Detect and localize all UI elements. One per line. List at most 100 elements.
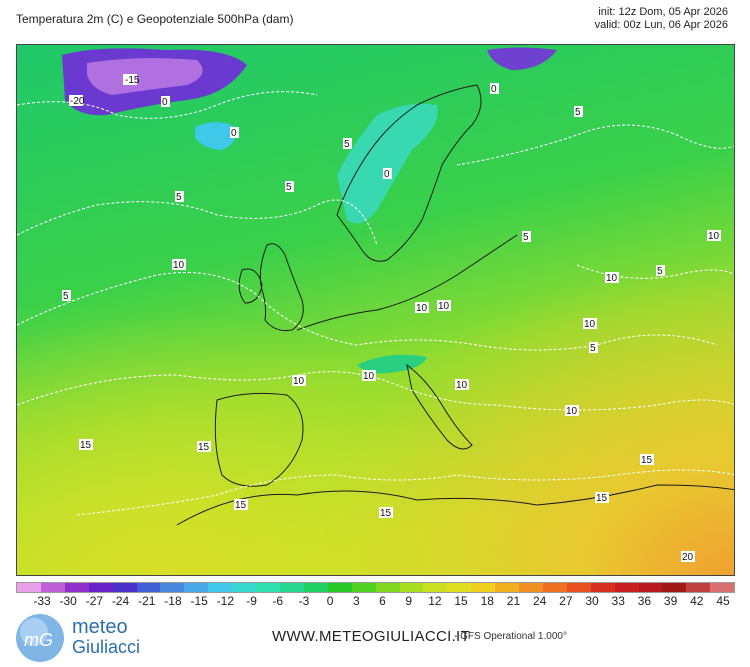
color-scale-label: -21 xyxy=(138,594,156,608)
color-scale-swatch xyxy=(590,583,615,592)
color-scale-label: 15 xyxy=(454,594,468,608)
color-scale-swatch xyxy=(303,583,328,592)
temperature-field: -15 -20 0 0 0 0 5 5 5 5 5 5 5 5 10 10 10… xyxy=(17,45,734,575)
iberia-coastline xyxy=(214,392,304,487)
contour-label: 0 xyxy=(162,97,168,108)
color-scale-label: -12 xyxy=(216,594,235,608)
contour-label: 15 xyxy=(198,442,210,453)
model-name: - GFS Operational 1.000° xyxy=(454,631,567,642)
color-scale-labels: -33 -30 -27 -24 -21 -18 -15 -12 -9 -6 -3 0 3 6 9 12 15 18… xyxy=(16,593,735,608)
color-scale-label: -15 xyxy=(190,594,208,608)
contour-label: 0 xyxy=(231,128,237,139)
contour-label: 10 xyxy=(363,371,375,382)
color-scale-label: 45 xyxy=(716,594,730,608)
scandinavia-cold-area xyxy=(337,103,438,224)
color-scale-swatch xyxy=(423,583,448,592)
color-scale-label: 42 xyxy=(690,594,704,608)
color-scale-label: 0 xyxy=(326,594,334,608)
color-scale-label: -3 xyxy=(298,594,310,608)
greenland-east-cold xyxy=(487,47,557,70)
color-scale-swatch xyxy=(17,583,41,592)
contour-label: 10 xyxy=(293,376,305,387)
color-scale-label: 3 xyxy=(352,594,360,608)
color-scale-swatch xyxy=(256,583,280,592)
color-scale-swatch xyxy=(327,583,352,592)
color-scale-swatch xyxy=(184,583,209,592)
color-scale-swatch xyxy=(64,583,89,592)
meteo-giuliacci-logo: mG xyxy=(16,614,64,662)
alps-cool-area xyxy=(357,354,427,374)
greenland-cold-core xyxy=(87,58,203,95)
contour-label: 5 xyxy=(344,139,350,150)
color-scale-swatch xyxy=(160,583,185,592)
color-scale-swatch xyxy=(519,583,543,592)
brand-name-line2: Giuliacci xyxy=(72,637,141,657)
color-scale-swatch xyxy=(112,583,137,592)
contour-label: 15 xyxy=(596,493,608,504)
color-scale-swatch xyxy=(351,583,376,592)
run-info: init: 12z Dom, 05 Apr 2026 valid: 00z Lu… xyxy=(595,6,728,32)
color-scale-swatch xyxy=(662,583,687,592)
svg-text:mG: mG xyxy=(24,630,53,650)
color-scale-swatch xyxy=(495,583,520,592)
color-scale-swatch xyxy=(614,583,639,592)
contour-label: 10 xyxy=(584,319,596,330)
north-africa-coastline xyxy=(176,484,734,526)
color-scale-swatch xyxy=(375,583,400,592)
contour-label: 5 xyxy=(63,291,69,302)
color-scale-swatch xyxy=(208,583,233,592)
contour-label: 20 xyxy=(682,552,694,563)
scandinavia-coastline xyxy=(336,84,482,262)
color-scale-label: -6 xyxy=(272,594,284,608)
contour-labels: -15 -20 0 0 0 0 5 5 5 5 5 5 5 5 10 10 10… xyxy=(62,74,721,563)
color-scale-label: 12 xyxy=(428,594,442,608)
contour-label: 15 xyxy=(80,440,92,451)
contour-label: 15 xyxy=(380,508,392,519)
continental-coastline xyxy=(296,234,518,331)
color-scale-label: -9 xyxy=(246,594,257,608)
color-scale-label: 30 xyxy=(585,594,599,608)
color-scale-legend: -33 -30 -27 -24 -21 -18 -15 -12 -9 -6 -3 0 3 6 9 12 15 18… xyxy=(16,582,735,608)
contour-label: 0 xyxy=(384,169,390,180)
contour-label: 15 xyxy=(235,500,247,511)
color-scale-swatch xyxy=(88,583,113,592)
brand-name-line1: meteo xyxy=(72,616,128,638)
contour-label: 5 xyxy=(523,232,529,243)
contour-label: 10 xyxy=(456,380,468,391)
color-scale-swatch xyxy=(399,583,424,592)
contour-label: 10 xyxy=(606,273,618,284)
british-isles-coastline xyxy=(259,243,304,331)
contour-label: 10 xyxy=(566,406,578,417)
color-scale-swatch xyxy=(447,583,472,592)
contour-label: 0 xyxy=(491,84,497,95)
color-scale-swatch xyxy=(542,583,567,592)
coastlines xyxy=(176,84,734,526)
color-scale-swatch xyxy=(40,583,65,592)
color-scale-label: 6 xyxy=(379,594,386,608)
iceland-cold-area xyxy=(195,122,236,150)
weather-map: -15 -20 0 0 0 0 5 5 5 5 5 5 5 5 10 10 10… xyxy=(16,44,735,576)
contour-label: 5 xyxy=(575,107,581,118)
contour-label: -15 xyxy=(125,75,140,86)
contour-label: 5 xyxy=(590,343,596,354)
color-scale-label: -27 xyxy=(85,594,104,608)
color-scale-label: 39 xyxy=(663,594,678,608)
color-scale-label: -18 xyxy=(164,594,182,608)
ireland-coastline xyxy=(238,268,263,304)
contour-label: 10 xyxy=(416,303,428,314)
color-scale-label: 18 xyxy=(480,594,494,608)
contour-label: 10 xyxy=(173,260,185,271)
contour-label: -20 xyxy=(70,96,85,107)
color-scale-label: -33 xyxy=(33,594,51,608)
color-scale-swatch xyxy=(136,583,161,592)
italy-coastline xyxy=(406,363,473,450)
color-scale-label: 24 xyxy=(532,594,547,608)
contour-label: 5 xyxy=(657,266,663,277)
color-scale-swatch xyxy=(638,583,663,592)
footer: mG meteo Giuliacci WWW.METEOGIULIACCI.IT… xyxy=(0,610,750,667)
color-scale-label: 21 xyxy=(506,594,521,608)
color-scale-label: -30 xyxy=(59,594,77,608)
color-scale-swatch xyxy=(710,583,735,592)
color-scale-label: 9 xyxy=(405,594,413,608)
contour-label: 10 xyxy=(438,301,450,312)
